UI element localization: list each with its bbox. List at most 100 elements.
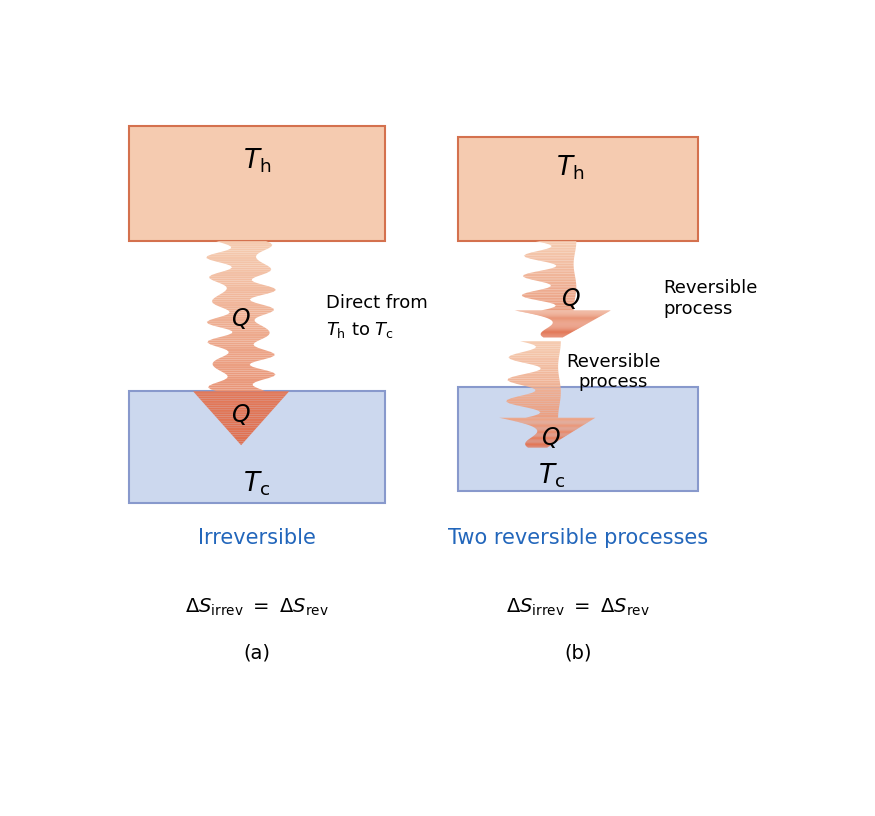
Polygon shape (220, 370, 273, 373)
Polygon shape (533, 409, 559, 410)
Polygon shape (542, 331, 574, 332)
Polygon shape (212, 301, 256, 303)
Polygon shape (221, 292, 273, 294)
Polygon shape (220, 335, 269, 337)
Polygon shape (553, 264, 574, 265)
Polygon shape (554, 304, 574, 306)
Polygon shape (507, 379, 560, 380)
Polygon shape (530, 437, 564, 438)
Polygon shape (532, 251, 575, 252)
Polygon shape (526, 278, 576, 280)
Polygon shape (550, 285, 577, 286)
Polygon shape (209, 275, 262, 277)
Polygon shape (535, 389, 561, 391)
Polygon shape (215, 295, 260, 298)
Polygon shape (214, 367, 259, 369)
Polygon shape (220, 251, 263, 252)
Polygon shape (230, 432, 252, 434)
Polygon shape (220, 356, 275, 357)
Polygon shape (219, 420, 263, 422)
Polygon shape (525, 443, 555, 444)
Polygon shape (224, 378, 269, 380)
Polygon shape (522, 293, 576, 295)
Polygon shape (525, 444, 553, 445)
Polygon shape (214, 337, 266, 339)
Polygon shape (214, 382, 256, 384)
Polygon shape (210, 260, 261, 262)
Polygon shape (203, 402, 280, 404)
Polygon shape (531, 426, 582, 428)
Polygon shape (508, 356, 559, 357)
Polygon shape (209, 410, 273, 411)
Polygon shape (554, 306, 574, 307)
Text: $T_\mathrm{c}$: $T_\mathrm{c}$ (243, 469, 270, 498)
Polygon shape (550, 244, 576, 246)
Polygon shape (530, 348, 560, 350)
Polygon shape (522, 295, 576, 296)
Polygon shape (515, 361, 558, 362)
Polygon shape (537, 430, 576, 431)
Polygon shape (538, 412, 558, 415)
Polygon shape (540, 282, 576, 283)
Polygon shape (522, 296, 576, 298)
Text: $T_\mathrm{h}$ to $T_\mathrm{c}$: $T_\mathrm{h}$ to $T_\mathrm{c}$ (326, 320, 395, 339)
Polygon shape (526, 392, 561, 395)
Polygon shape (236, 440, 246, 441)
Polygon shape (228, 311, 274, 313)
Polygon shape (536, 315, 603, 316)
Polygon shape (217, 262, 263, 264)
Polygon shape (216, 242, 270, 243)
Text: $T_\mathrm{h}$: $T_\mathrm{h}$ (242, 146, 270, 175)
Polygon shape (217, 369, 267, 370)
Polygon shape (212, 252, 260, 255)
Polygon shape (225, 264, 267, 265)
Polygon shape (526, 446, 550, 447)
Polygon shape (548, 326, 582, 328)
Polygon shape (232, 434, 251, 437)
Polygon shape (222, 243, 272, 245)
Text: (b): (b) (564, 644, 592, 663)
Polygon shape (523, 275, 575, 277)
Polygon shape (536, 270, 574, 272)
Polygon shape (507, 380, 560, 382)
Polygon shape (218, 294, 267, 295)
Text: Two reversible processes: Two reversible processes (448, 528, 709, 548)
Polygon shape (520, 423, 588, 424)
Polygon shape (516, 406, 559, 407)
Polygon shape (553, 322, 590, 323)
Bar (458, 137, 698, 242)
Polygon shape (213, 365, 253, 367)
Polygon shape (228, 313, 270, 314)
Polygon shape (206, 320, 256, 322)
Polygon shape (214, 281, 255, 282)
Polygon shape (543, 317, 599, 318)
Polygon shape (511, 397, 561, 398)
Polygon shape (532, 436, 566, 437)
Polygon shape (223, 425, 259, 428)
Polygon shape (213, 413, 270, 415)
Polygon shape (528, 371, 558, 373)
Polygon shape (208, 324, 262, 326)
Polygon shape (543, 242, 577, 244)
Polygon shape (524, 254, 575, 255)
Polygon shape (216, 346, 259, 348)
Polygon shape (227, 288, 276, 290)
Text: Reversible
process: Reversible process (663, 280, 758, 318)
Polygon shape (196, 395, 286, 397)
Polygon shape (198, 397, 284, 398)
Polygon shape (207, 255, 257, 256)
Polygon shape (507, 398, 561, 400)
Polygon shape (222, 348, 265, 350)
Polygon shape (210, 344, 255, 346)
Polygon shape (234, 438, 248, 440)
Polygon shape (511, 353, 559, 356)
Polygon shape (531, 365, 558, 366)
Text: $T_\mathrm{h}$: $T_\mathrm{h}$ (556, 153, 584, 182)
Polygon shape (500, 418, 595, 419)
Polygon shape (523, 277, 576, 278)
Bar (458, 388, 698, 491)
Polygon shape (193, 392, 289, 393)
Polygon shape (531, 388, 561, 389)
Polygon shape (225, 354, 275, 356)
Polygon shape (213, 298, 253, 299)
